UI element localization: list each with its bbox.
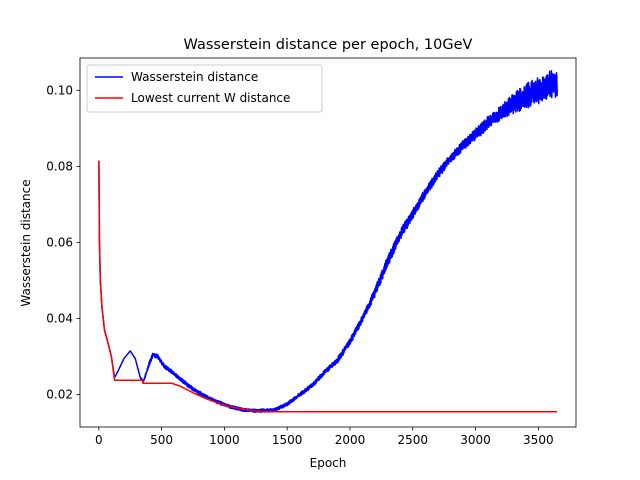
y-tick-label: 0.04 xyxy=(46,312,73,326)
series-line-2 xyxy=(98,160,558,413)
x-axis: 0 500 1000 1500 2000 2500 3000 3500 xyxy=(95,427,554,447)
x-axis-label: Epoch xyxy=(310,456,347,470)
x-tick-label: 0 xyxy=(95,433,103,447)
y-tick-label: 0.08 xyxy=(46,159,73,173)
legend: Wasserstein distance Lowest current W dis… xyxy=(86,64,323,113)
series-line-1 xyxy=(98,70,558,413)
y-axis: 0.02 0.04 0.06 0.08 0.10 xyxy=(46,83,80,402)
x-tick-label: 3000 xyxy=(460,433,491,447)
x-tick-label: 500 xyxy=(150,433,173,447)
y-tick-label: 0.06 xyxy=(46,236,73,250)
y-axis-label: Wasserstein distance xyxy=(19,179,33,306)
x-tick-label: 1500 xyxy=(272,433,303,447)
legend-label-2: Lowest current W distance xyxy=(131,91,290,105)
y-tick-label: 0.02 xyxy=(46,388,73,402)
x-tick-label: 3500 xyxy=(523,433,554,447)
x-tick-label: 2500 xyxy=(397,433,428,447)
plot-area xyxy=(79,57,577,428)
y-tick-label: 0.10 xyxy=(46,83,73,97)
legend-box xyxy=(86,64,323,113)
chart-title: Wasserstein distance per epoch, 10GeV xyxy=(184,37,473,53)
legend-label-1: Wasserstein distance xyxy=(131,70,258,84)
x-tick-label: 2000 xyxy=(335,433,366,447)
x-tick-label: 1000 xyxy=(209,433,240,447)
